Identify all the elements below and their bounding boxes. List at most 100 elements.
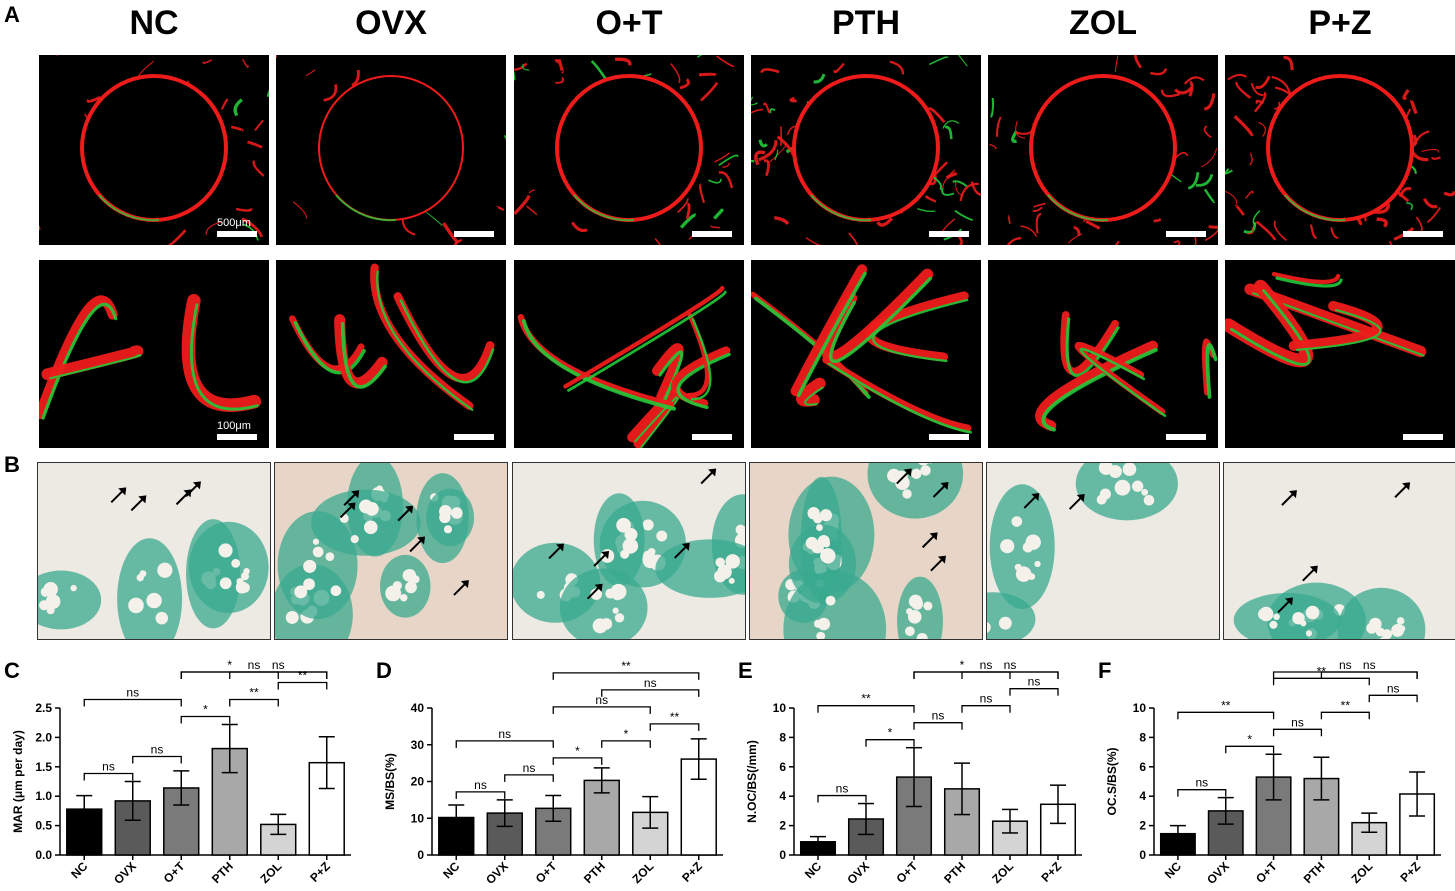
scale-bar bbox=[217, 231, 257, 237]
significance-label: ns bbox=[1004, 658, 1017, 672]
significance-bracket: ** bbox=[1177, 698, 1275, 720]
significance-bracket: ** bbox=[229, 685, 279, 707]
scale-bar bbox=[692, 231, 732, 237]
x-tick-label: ZOL bbox=[630, 859, 657, 886]
y-tick-label: 6 bbox=[779, 760, 786, 774]
x-tick-label: NC bbox=[68, 859, 90, 881]
x-tick-label: NC bbox=[1162, 859, 1184, 881]
significance-label: ** bbox=[1317, 664, 1327, 678]
trap-stain-image-ovx bbox=[274, 462, 508, 640]
significance-label: * bbox=[227, 658, 232, 672]
group-title-ovx: OVX bbox=[355, 4, 427, 42]
significance-bracket: ns bbox=[1272, 658, 1418, 679]
significance-label: ns bbox=[1028, 675, 1041, 689]
scale-bar bbox=[1403, 231, 1443, 237]
significance-bracket: ns bbox=[1009, 675, 1059, 696]
significance-label: ns bbox=[126, 685, 139, 699]
significance-label: * bbox=[624, 727, 629, 741]
fluorescence-image-high-pz bbox=[1225, 260, 1455, 448]
x-tick-label: O+T bbox=[1253, 859, 1280, 886]
fluorescence-image-low-nc: 500μm bbox=[39, 55, 269, 245]
x-tick-label: OVX bbox=[1204, 859, 1232, 887]
panel-letter-f: F bbox=[1098, 658, 1112, 683]
x-tick-label: ZOL bbox=[989, 859, 1016, 886]
significance-bracket: ** bbox=[1320, 698, 1370, 720]
x-tick-label: PTH bbox=[941, 859, 968, 886]
x-tick-label: OVX bbox=[844, 859, 872, 887]
significance-bracket: ns bbox=[913, 709, 963, 730]
significance-bracket: ns bbox=[601, 676, 700, 697]
significance-label: ns bbox=[644, 676, 657, 690]
x-tick-label: PTH bbox=[1301, 859, 1328, 886]
y-tick-label: 6 bbox=[1139, 760, 1146, 774]
x-tick-label: PTH bbox=[581, 859, 608, 886]
x-tick-label: OVX bbox=[111, 859, 139, 887]
fluorescence-image-low-ot bbox=[514, 55, 744, 245]
significance-label: ns bbox=[474, 778, 487, 792]
scale-bar bbox=[1166, 434, 1206, 440]
y-tick-label: 10 bbox=[411, 811, 425, 825]
y-tick-label: 2 bbox=[779, 819, 786, 833]
significance-label: * bbox=[888, 726, 893, 740]
significance-label: ** bbox=[1341, 698, 1351, 712]
significance-label: ns bbox=[248, 658, 261, 672]
scale-bar bbox=[692, 434, 732, 440]
chart-c-mar: 0.0 0.5 1.0 1.5 2.0 2.5 MAR (μm per day) NC OVX O… bbox=[0, 658, 365, 891]
significance-bracket: ns bbox=[1320, 658, 1418, 679]
chart-d-ms-bs: 0 10 20 30 40 MS/BS(%) NC OVX O+T PTH ZOL P+Z ns ns * *… bbox=[372, 659, 737, 891]
x-tick-label: O+T bbox=[893, 859, 920, 886]
significance-label: ns bbox=[1387, 681, 1400, 695]
significance-bracket: ns bbox=[504, 761, 554, 782]
y-tick-label: 10 bbox=[773, 701, 787, 715]
panel-letter-a: A bbox=[4, 2, 20, 27]
group-title-pth: PTH bbox=[832, 4, 900, 42]
y-tick-label: 1.5 bbox=[35, 760, 52, 774]
significance-bracket: * bbox=[601, 727, 651, 748]
significance-bracket: * bbox=[865, 726, 915, 747]
significance-label: ** bbox=[621, 659, 631, 673]
significance-bracket: ns bbox=[132, 743, 182, 764]
scale-label: 100μm bbox=[217, 420, 251, 432]
y-tick-label: 2.0 bbox=[35, 730, 52, 744]
x-tick-label: O+T bbox=[533, 859, 560, 886]
significance-label: ns bbox=[980, 658, 993, 672]
x-tick-label: ZOL bbox=[1349, 859, 1376, 886]
significance-bracket: ns bbox=[180, 658, 328, 679]
significance-label: ** bbox=[861, 692, 871, 706]
y-tick-label: 40 bbox=[411, 701, 425, 715]
significance-bracket: ns bbox=[552, 693, 651, 714]
y-tick-label: 8 bbox=[1139, 730, 1146, 744]
significance-bracket: ** bbox=[277, 668, 328, 690]
significance-bracket: ns bbox=[961, 692, 1011, 713]
trap-stain-image-ot bbox=[512, 462, 746, 640]
group-title-zol: ZOL bbox=[1069, 4, 1137, 42]
fluorescence-image-low-pz bbox=[1225, 55, 1455, 245]
group-title-ot: O+T bbox=[595, 4, 663, 42]
y-tick-label: 1.0 bbox=[35, 789, 52, 803]
significance-bracket: ns bbox=[1177, 776, 1227, 797]
x-tick-label: P+Z bbox=[307, 859, 333, 885]
significance-label: ns bbox=[1195, 776, 1208, 790]
fluorescence-image-low-pth bbox=[751, 55, 981, 245]
significance-label: ns bbox=[595, 693, 608, 707]
y-axis-label: N.OC/BS(/mm) bbox=[745, 740, 759, 823]
x-tick-label: NC bbox=[440, 859, 462, 881]
y-tick-label: 2 bbox=[1139, 819, 1146, 833]
scale-bar bbox=[1403, 434, 1443, 440]
y-tick-label: 10 bbox=[1133, 701, 1147, 715]
significance-bracket: * bbox=[1225, 732, 1275, 754]
significance-label: * bbox=[575, 744, 580, 758]
trap-stain-image-zol bbox=[986, 462, 1220, 640]
group-title-nc: NC bbox=[129, 4, 179, 42]
fluorescence-image-high-pth bbox=[751, 260, 981, 448]
panel-letter-d: D bbox=[376, 658, 392, 683]
chart-e-noc-bs: 0 2 4 6 8 10 N.OC/BS(/mm) NC OVX O+T PTH ZOL P+Z ns * n… bbox=[734, 658, 1096, 891]
significance-label: ns bbox=[272, 658, 285, 672]
significance-bracket: ** bbox=[817, 692, 915, 713]
y-axis-label: OC.S/BS(%) bbox=[1105, 747, 1119, 815]
fluorescence-image-low-ovx bbox=[276, 55, 506, 245]
significance-label: ns bbox=[102, 760, 115, 774]
significance-label: ns bbox=[980, 692, 993, 706]
significance-label: ns bbox=[932, 709, 945, 723]
significance-bracket: ns bbox=[455, 778, 506, 799]
